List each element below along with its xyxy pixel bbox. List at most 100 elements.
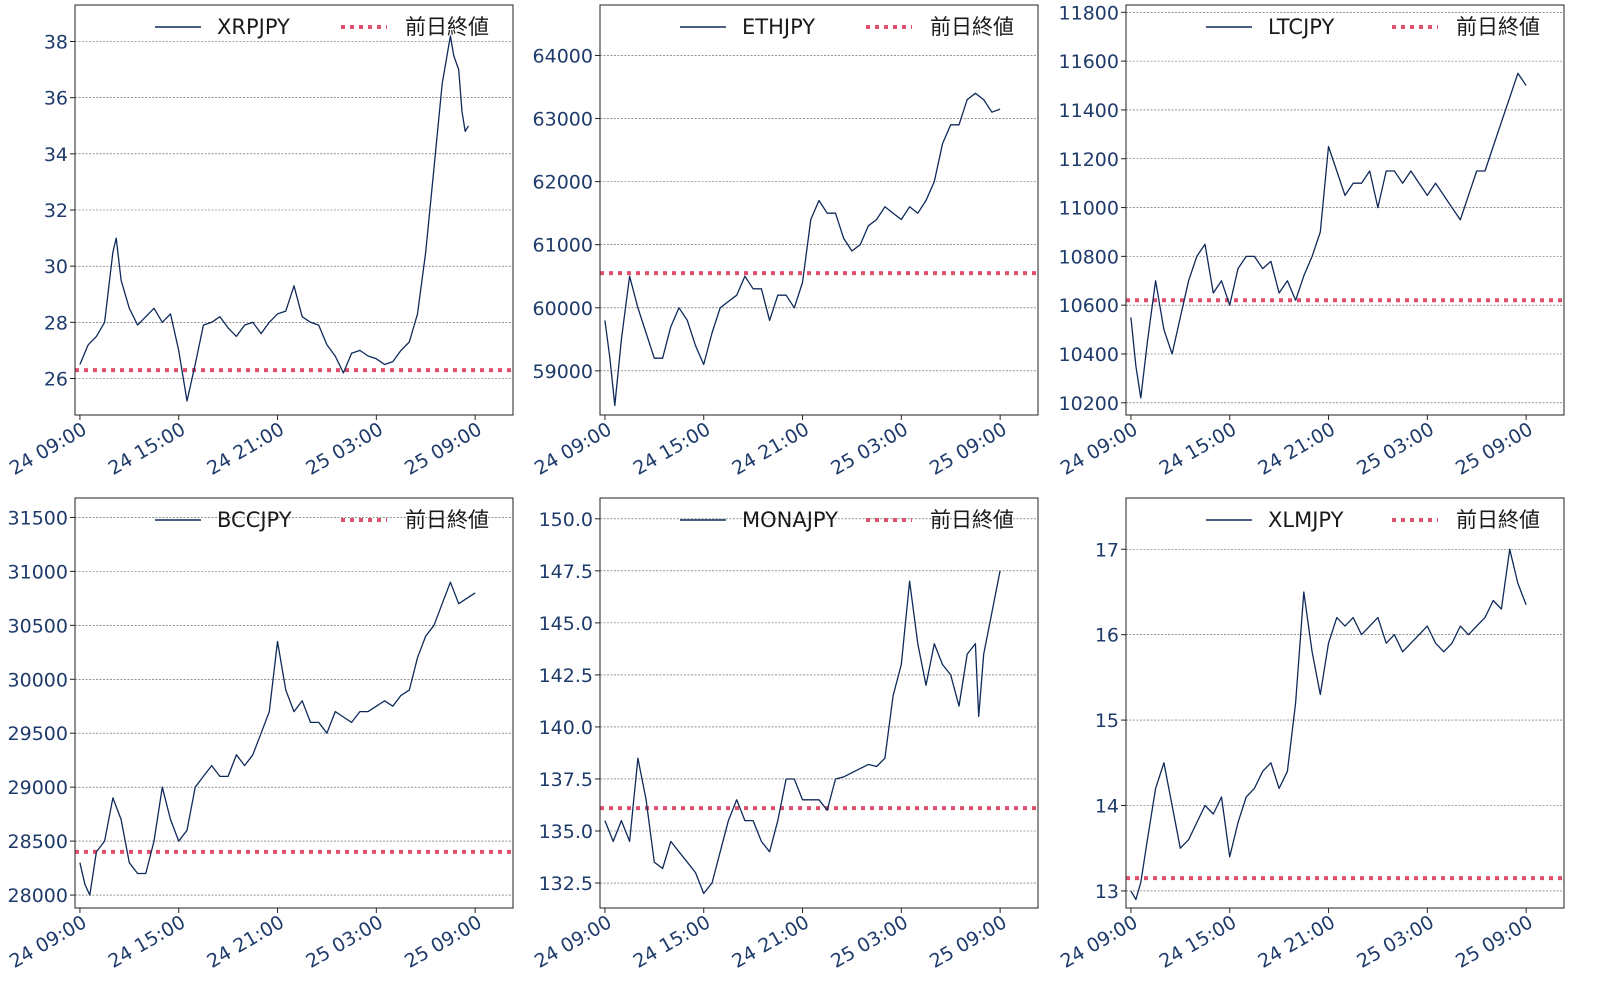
chart-2-ytick-label: 10400 [1059,344,1119,366]
chart-2-xtick-label: 24 15:00 [1156,418,1241,480]
chart-0-frame [74,4,514,416]
chart-0-ytick-label: 32 [44,200,68,222]
chart-5-ytick-label: 15 [1095,710,1119,732]
chart-5-legend-reference-label: 前日終値 [1456,508,1540,532]
chart-5-price-line [1130,548,1527,901]
chart-1-ytick-label: 64000 [533,45,593,67]
chart-4-ytick-label: 137.5 [539,769,593,791]
chart-4-ytick-label: 142.5 [539,665,593,687]
chart-4-xtick-label: 24 21:00 [728,911,813,973]
chart-3-ytick-label: 30000 [8,669,68,691]
chart-2-legend-series-label: LTCJPY [1268,15,1334,39]
chart-1-ytick-label: 63000 [533,109,593,131]
chart-2-ytick-label: 10800 [1059,246,1119,268]
chart-1-xtick-label: 24 21:00 [728,418,813,480]
chart-2-xtick-label: 25 09:00 [1452,418,1537,480]
chart-2-ytick-label: 10600 [1059,295,1119,317]
chart-1-xtick-label: 25 09:00 [926,418,1011,480]
chart-1-frame [599,4,1039,416]
chart-4-xtick-label: 24 09:00 [531,911,616,973]
chart-3-ytick-label: 30500 [8,615,68,637]
bccjpy-chart: 28000 28500 29000 29500 30000 30500 31000 31500… [6,497,514,973]
chart-4-ytick-label: 140.0 [539,717,593,739]
chart-4-legend-reference-label: 前日終値 [930,508,1014,532]
chart-0-ytick-label: 38 [44,32,68,54]
chart-3-xtick-label: 24 09:00 [6,911,91,973]
chart-1-legend-reference-label: 前日終値 [930,15,1014,39]
chart-0-xtick-label: 24 09:00 [6,418,91,480]
chart-5-ytick-label: 16 [1095,625,1119,647]
chart-5-xtick-label: 24 21:00 [1254,911,1339,973]
chart-0-ytick-label: 36 [44,88,68,110]
chart-4-xtick-label: 25 03:00 [827,911,912,973]
chart-0-ytick-label: 30 [44,256,68,278]
chart-4-price-line [604,570,1001,895]
chart-3-xtick-label: 24 15:00 [105,911,190,973]
chart-5-xtick-label: 24 09:00 [1057,911,1142,973]
chart-5-legend-series-label: XLMJPY [1268,508,1344,532]
chart-2-ytick-label: 11200 [1059,149,1119,171]
chart-4-xtick-label: 24 15:00 [630,911,715,973]
chart-3-price-line [79,581,476,896]
chart-2-ytick-label: 11400 [1059,100,1119,122]
chart-0-ytick-label: 26 [44,368,68,390]
chart-1-price-line [604,92,1001,407]
chart-1-ytick-label: 60000 [533,298,593,320]
chart-5-ytick-label: 14 [1095,796,1119,818]
chart-5-ytick-label: 17 [1095,539,1119,561]
chart-0-legend-series-label: XRPJPY [217,15,290,39]
chart-3-legend-series-label: BCCJPY [217,508,292,532]
chart-2-ytick-label: 11000 [1059,198,1119,220]
chart-3-ytick-label: 31000 [8,561,68,583]
chart-5-xtick-label: 24 15:00 [1156,911,1241,973]
chart-2-xtick-label: 25 03:00 [1353,418,1438,480]
chart-2-frame [1125,4,1565,416]
chart-2-legend-reference-label: 前日終値 [1456,15,1540,39]
chart-5-xtick-label: 25 09:00 [1452,911,1537,973]
chart-4-ytick-label: 135.0 [539,821,593,843]
chart-3-xtick-label: 25 03:00 [302,911,387,973]
chart-1-legend-series-label: ETHJPY [742,15,815,39]
chart-2-ytick-label: 10200 [1059,393,1119,415]
chart-3-ytick-label: 29000 [8,777,68,799]
chart-2-ytick-label: 11600 [1059,51,1119,73]
chart-3-legend-reference-label: 前日終値 [405,508,489,532]
chart-1-ytick-label: 62000 [533,172,593,194]
chart-3-xtick-label: 25 09:00 [401,911,486,973]
chart-1-ytick-label: 61000 [533,235,593,257]
chart-2-xtick-label: 24 21:00 [1254,418,1339,480]
chart-5-ytick-label: 13 [1095,881,1119,903]
chart-1-xtick-label: 25 03:00 [827,418,912,480]
chart-0-xtick-label: 25 09:00 [401,418,486,480]
chart-1-xtick-label: 24 09:00 [531,418,616,480]
chart-1-xtick-label: 24 15:00 [630,418,715,480]
chart-4-ytick-label: 145.0 [539,613,593,635]
chart-4-legend-series-label: MONAJPY [742,508,838,532]
chart-2-xtick-label: 24 09:00 [1057,418,1142,480]
chart-0-ytick-label: 34 [44,144,68,166]
chart-3-ytick-label: 28000 [8,885,68,907]
xlmjpy-chart: 13 14 15 16 17 24 09:00 24 15:00 24 21:00 25 03:… [1057,497,1565,973]
chart-0-ytick-label: 28 [44,312,68,334]
chart-3-ytick-label: 31500 [8,507,68,529]
monajpy-chart: 132.5 135.0 137.5 140.0 142.5 145.0 147.5 150.0… [531,497,1039,973]
chart-0-xtick-label: 25 03:00 [302,418,387,480]
chart-1-ytick-label: 59000 [533,361,593,383]
chart-4-ytick-label: 147.5 [539,561,593,583]
ltcjpy-chart: 10200 10400 10600 10800 11000 11200 11400 11600… [1057,2,1565,480]
chart-5-frame [1125,497,1565,909]
chart-4-xtick-label: 25 09:00 [926,911,1011,973]
chart-0-xtick-label: 24 15:00 [105,418,190,480]
chart-4-frame [599,497,1039,909]
chart-3-ytick-label: 28500 [8,831,68,853]
chart-0-price-line [79,35,470,402]
chart-5-xtick-label: 25 03:00 [1353,911,1438,973]
chart-4-ytick-label: 150.0 [539,509,593,531]
chart-0-xtick-label: 24 21:00 [203,418,288,480]
chart-0-legend-reference-label: 前日終値 [405,15,489,39]
chart-2-ytick-label: 11800 [1059,2,1119,24]
chart-3-xtick-label: 24 21:00 [203,911,288,973]
